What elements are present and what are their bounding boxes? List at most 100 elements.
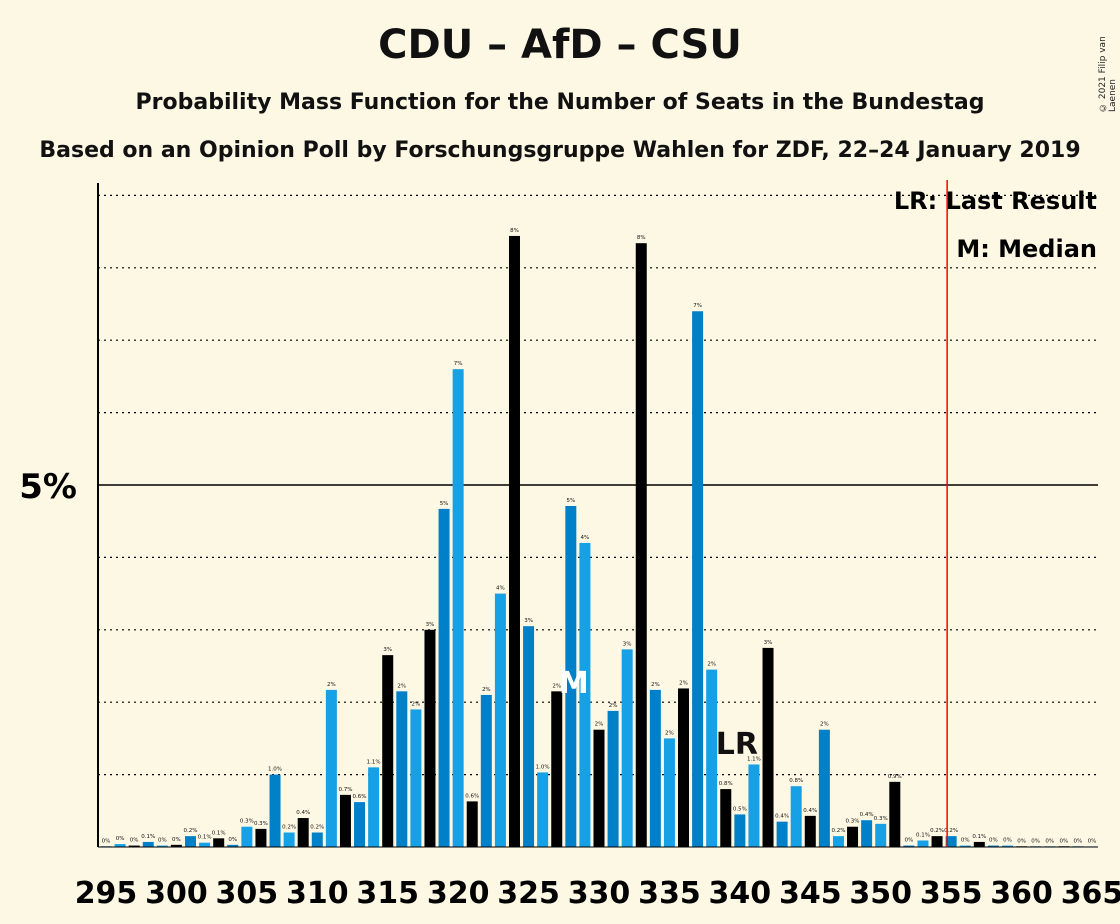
bar-value-label-358: 0%	[989, 838, 998, 844]
bars-group	[100, 235, 1098, 848]
bar-seat-304	[227, 844, 239, 847]
bar-seat-322	[480, 694, 492, 847]
x-tick-label: 320	[427, 876, 490, 911]
bar-value-label-297: 0%	[130, 838, 139, 844]
bar-seat-299	[156, 845, 168, 847]
bar-value-label-347: 0.2%	[831, 828, 845, 834]
x-tick-label: 355	[920, 876, 983, 911]
bar-value-label-304: 0%	[228, 837, 237, 843]
bar-value-label-340: 0.5%	[733, 806, 747, 812]
median-marker: M	[559, 666, 589, 701]
bar-seat-307	[269, 774, 281, 847]
bar-seat-328	[565, 505, 577, 847]
bar-seat-311	[325, 689, 337, 847]
bar-seat-359	[1001, 845, 1013, 847]
last-result-marker: LR	[716, 727, 758, 762]
bar-value-label-325: 3%	[524, 618, 533, 624]
bar-seat-349	[861, 820, 873, 847]
bar-value-label-346: 2%	[820, 722, 829, 728]
x-tick-label: 350	[849, 876, 912, 911]
bar-value-label-313: 0.6%	[353, 794, 367, 800]
bar-value-label-329: 4%	[581, 535, 590, 541]
bar-value-label-324: 8%	[510, 228, 519, 234]
bar-seat-305	[241, 826, 253, 847]
bar-value-label-353: 0.1%	[916, 832, 930, 838]
bar-seat-297	[128, 845, 140, 847]
legend-last-result: LR: Last Result	[894, 187, 1097, 215]
bar-seat-306	[255, 828, 267, 847]
bar-seat-298	[142, 841, 154, 847]
bar-value-label-305: 0.3%	[240, 819, 254, 825]
bar-value-label-318: 3%	[426, 622, 435, 628]
bar-seat-313	[354, 802, 366, 847]
x-tick-label: 335	[638, 876, 701, 911]
bar-value-label-361: 0%	[1031, 838, 1040, 844]
bar-seat-353	[917, 840, 929, 847]
bar-value-label-344: 0.8%	[789, 778, 803, 784]
bar-seat-335	[663, 738, 675, 847]
bar-value-label-323: 4%	[496, 586, 505, 592]
bar-seat-318	[424, 629, 436, 847]
bar-value-label-338: 2%	[707, 662, 716, 668]
bar-seat-319	[438, 508, 450, 847]
bar-value-label-298: 0.1%	[141, 834, 155, 840]
bar-value-label-309: 0.4%	[296, 810, 310, 816]
bar-value-label-339: 0.8%	[719, 781, 733, 787]
bar-seat-343	[776, 821, 788, 847]
bar-seat-331	[607, 710, 619, 847]
bar-seat-296	[114, 844, 126, 847]
legend-median: M: Median	[956, 235, 1097, 263]
bar-seat-316	[396, 691, 408, 847]
chart-subtitle: Probability Mass Function for the Number…	[135, 90, 985, 115]
bar-value-label-341: 1.1%	[747, 756, 761, 762]
bar-value-label-345: 0.4%	[803, 808, 817, 814]
bar-seat-301	[185, 836, 197, 847]
bar-seat-358	[987, 845, 999, 847]
bar-seat-341	[748, 764, 760, 847]
bar-seat-351	[889, 781, 901, 847]
x-tick-label: 310	[286, 876, 349, 911]
bar-value-label-336: 2%	[679, 680, 688, 686]
bar-seat-339	[720, 789, 732, 847]
bar-value-label-299: 0%	[158, 838, 167, 844]
bar-seat-326	[537, 772, 549, 847]
bar-value-label-362: 0%	[1045, 838, 1054, 844]
bar-value-label-363: 0%	[1059, 838, 1068, 844]
bar-value-label-350: 0.3%	[874, 816, 888, 822]
x-axis-ticks: 295 300 305 310 315 320 325 330 335 340 345 350 355 3…	[75, 876, 1120, 911]
bar-seat-347	[832, 836, 844, 847]
bar-value-label-335: 2%	[665, 730, 674, 736]
bar-seat-314	[368, 767, 380, 847]
bar-value-label-303: 0.1%	[212, 830, 226, 836]
bar-value-label-308: 0.2%	[282, 825, 296, 831]
bar-seat-333	[635, 243, 647, 847]
bar-seat-310	[311, 832, 323, 847]
bar-value-label-359: 0%	[1003, 838, 1012, 844]
bar-seat-345	[804, 815, 816, 847]
chart-source-line: Based on an Opinion Poll by Forschungsgr…	[39, 138, 1081, 163]
bar-seat-308	[283, 832, 295, 847]
bar-value-label-356: 0%	[961, 838, 970, 844]
bar-value-label-307: 1.0%	[268, 767, 282, 773]
bar-value-label-327: 2%	[552, 683, 561, 689]
bar-value-label-295: 0%	[102, 838, 111, 844]
bar-value-label-296: 0%	[116, 836, 125, 842]
bar-value-label-357: 0.1%	[972, 834, 986, 840]
bar-value-label-355: 0.2%	[944, 828, 958, 834]
bar-value-label-319: 5%	[440, 501, 449, 507]
bar-seat-317	[410, 709, 422, 847]
chart-title: CDU – AfD – CSU	[378, 22, 742, 68]
bar-seat-344	[790, 786, 802, 847]
bar-value-label-349: 0.4%	[860, 812, 874, 818]
bar-seat-350	[875, 823, 887, 847]
bar-value-label-333: 8%	[637, 235, 646, 241]
bar-seat-303	[213, 838, 225, 847]
x-tick-label: 360	[990, 876, 1053, 911]
x-tick-label: 325	[497, 876, 560, 911]
bar-seat-346	[818, 729, 830, 847]
bar-seat-357	[973, 841, 985, 847]
x-tick-label: 365	[1061, 876, 1120, 911]
bar-seat-321	[466, 801, 478, 847]
bar-seat-329	[579, 542, 591, 847]
bar-seat-330	[593, 729, 605, 847]
